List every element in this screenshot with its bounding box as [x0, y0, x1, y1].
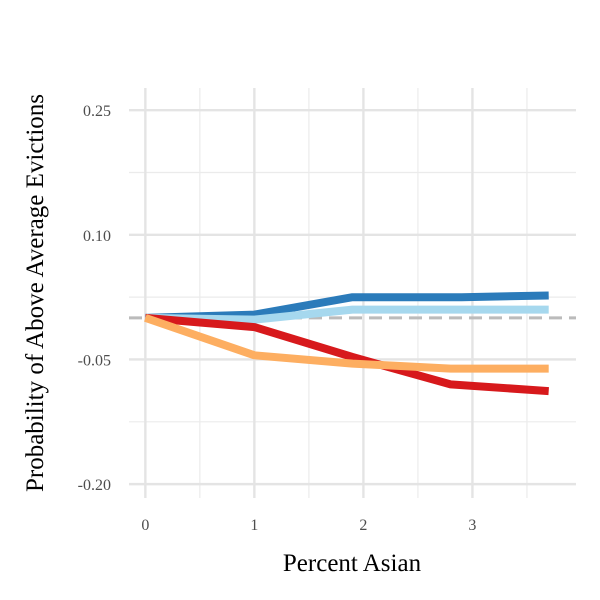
y-tick-label: -0.20 [78, 477, 111, 494]
x-tick-labels: 0 1 2 3 [141, 517, 476, 534]
y-tick-label: 0.10 [83, 228, 111, 245]
x-tick-label: 3 [468, 517, 476, 534]
y-axis-label: Probability of Above Average Evictions [22, 94, 49, 492]
series-layer [144, 291, 549, 396]
series-line-2 [145, 305, 549, 324]
x-tick-label: 2 [359, 517, 367, 534]
x-tick-label: 1 [250, 517, 258, 534]
x-tick-label: 0 [141, 517, 149, 534]
y-tick-labels: -0.20 -0.05 0.10 0.25 [78, 103, 111, 494]
series-line-4 [144, 314, 549, 373]
x-axis-label: Percent Asian [283, 550, 422, 577]
y-tick-label: 0.25 [83, 103, 111, 120]
series-line-3 [145, 313, 549, 396]
y-tick-label: -0.05 [78, 352, 111, 369]
